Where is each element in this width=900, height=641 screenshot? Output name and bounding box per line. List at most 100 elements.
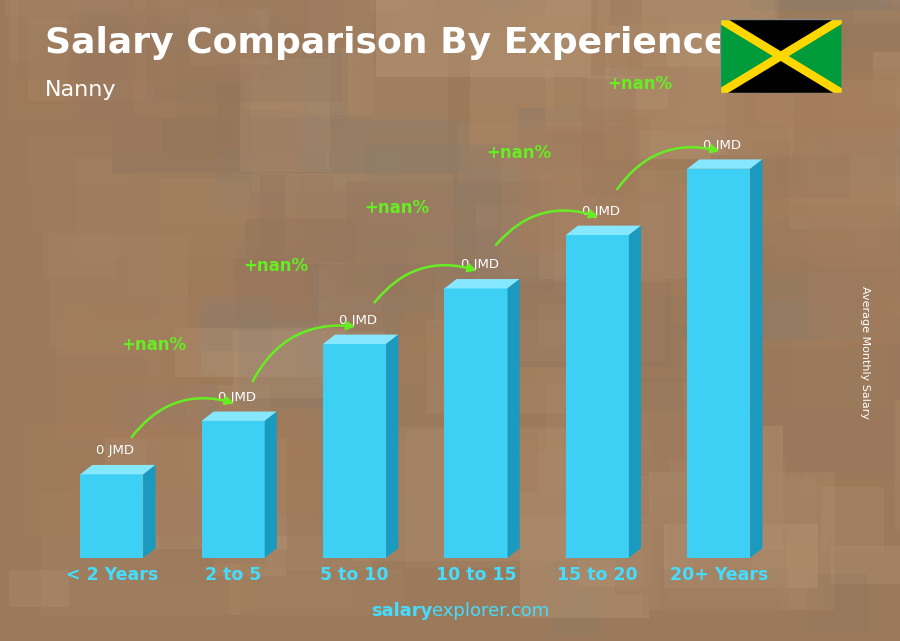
Bar [58, 357, 148, 478]
Bar [161, 178, 248, 222]
Bar [79, 0, 134, 124]
Bar [803, 140, 900, 237]
Bar [235, 246, 404, 323]
Bar [76, 0, 189, 8]
Bar [218, 147, 400, 210]
Bar [807, 216, 900, 344]
Text: salary: salary [371, 602, 432, 620]
Bar [279, 67, 446, 119]
Bar [823, 274, 900, 372]
Bar [461, 442, 622, 496]
Bar [538, 170, 713, 278]
Bar [346, 181, 554, 292]
Polygon shape [445, 279, 519, 288]
Bar [779, 531, 829, 612]
Bar [274, 441, 416, 535]
Bar [821, 487, 884, 552]
Bar [701, 426, 782, 549]
Bar [598, 476, 815, 527]
Bar [239, 58, 330, 172]
Bar [480, 17, 667, 68]
Bar [308, 0, 373, 115]
Bar [623, 100, 708, 223]
Bar [468, 282, 671, 367]
Bar [369, 0, 435, 12]
Bar [435, 281, 494, 325]
Bar [256, 521, 411, 617]
Bar [126, 0, 259, 85]
Bar [726, 0, 900, 24]
Bar [778, 0, 900, 49]
Bar [22, 424, 197, 541]
Bar [824, 313, 900, 358]
Text: +nan%: +nan% [608, 75, 672, 93]
Bar [393, 0, 568, 54]
Text: 0 JMD: 0 JMD [461, 258, 499, 271]
Bar [445, 288, 508, 558]
Bar [711, 155, 850, 198]
Text: 0 JMD: 0 JMD [218, 391, 256, 404]
Bar [186, 385, 270, 465]
Bar [239, 320, 331, 410]
Bar [364, 144, 543, 275]
Bar [286, 484, 373, 570]
Text: Salary Comparison By Experience: Salary Comparison By Experience [45, 26, 728, 60]
Bar [545, 0, 609, 132]
Bar [780, 114, 900, 233]
Bar [213, 512, 286, 576]
Bar [615, 455, 717, 595]
Bar [332, 247, 476, 350]
Polygon shape [323, 335, 399, 344]
Bar [578, 440, 652, 587]
Bar [284, 174, 453, 264]
Bar [778, 388, 900, 494]
Bar [671, 187, 889, 267]
Bar [406, 429, 628, 569]
Bar [413, 0, 547, 13]
Bar [694, 447, 752, 572]
Bar [229, 407, 364, 515]
Bar [462, 433, 538, 493]
Text: 0 JMD: 0 JMD [582, 205, 620, 218]
Bar [518, 108, 586, 172]
Bar [4, 0, 138, 16]
Bar [833, 83, 900, 224]
Bar [302, 51, 347, 126]
Bar [148, 419, 339, 536]
Bar [260, 175, 333, 269]
Bar [22, 0, 219, 24]
Bar [20, 183, 150, 322]
Bar [817, 138, 900, 262]
Bar [112, 117, 326, 172]
Bar [397, 332, 543, 384]
Bar [886, 317, 900, 399]
Bar [688, 169, 751, 558]
Polygon shape [720, 19, 781, 93]
Bar [810, 156, 899, 251]
Polygon shape [202, 412, 277, 421]
Bar [743, 68, 900, 128]
Bar [669, 460, 787, 599]
Bar [835, 211, 900, 367]
Bar [528, 115, 651, 163]
Bar [681, 340, 769, 399]
Bar [482, 451, 580, 523]
Bar [628, 0, 756, 131]
Text: explorer.com: explorer.com [432, 602, 549, 620]
Bar [526, 0, 579, 63]
Bar [58, 306, 201, 439]
Bar [545, 383, 712, 494]
Bar [558, 372, 637, 463]
Bar [230, 569, 403, 615]
Bar [233, 117, 334, 216]
Bar [772, 237, 900, 366]
Bar [161, 281, 340, 406]
Polygon shape [781, 19, 842, 93]
Bar [267, 0, 488, 49]
Bar [319, 260, 382, 387]
Bar [662, 71, 757, 126]
Bar [335, 0, 555, 38]
Text: +nan%: +nan% [243, 257, 308, 275]
Bar [304, 0, 407, 37]
Bar [664, 524, 818, 588]
